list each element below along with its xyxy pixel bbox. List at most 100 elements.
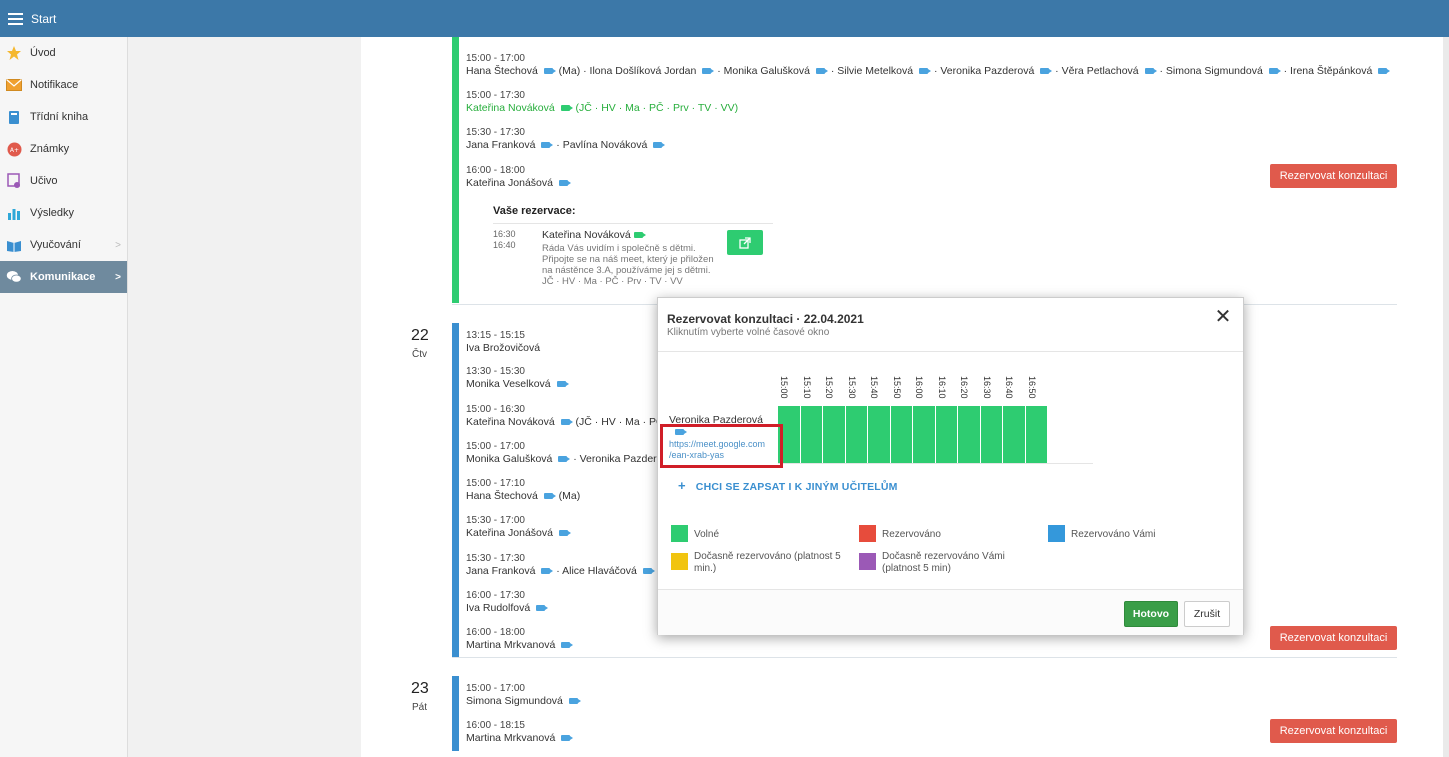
done-button[interactable]: Hotovo <box>1124 601 1178 627</box>
bar-chart-icon <box>6 205 22 221</box>
sidebar-item-uvod[interactable]: Úvod <box>0 37 127 69</box>
time-slot-cell[interactable] <box>958 406 981 463</box>
legend-free: Volné <box>671 525 719 542</box>
time-slot-cell[interactable] <box>980 406 1003 463</box>
swatch <box>671 525 688 542</box>
time-slot-cell[interactable] <box>1003 406 1026 463</box>
legend-temp-reserved-by-you: Dočasně rezervováno Vámi (platnost 5 min… <box>859 551 1032 575</box>
slot-teachers[interactable]: Kateřina Jonášová <box>466 527 571 539</box>
slot-teachers[interactable]: Simona Sigmundová <box>466 695 581 707</box>
dialog-footer: Hotovo Zrušit <box>658 589 1243 635</box>
highlight-box <box>660 424 783 468</box>
time-slot-cell[interactable] <box>800 406 823 463</box>
sidebar-item-vyucovani[interactable]: Vyučování > <box>0 229 127 261</box>
time-slot-label: 15:50 <box>891 376 902 399</box>
day-number: 22 <box>411 327 429 344</box>
slot-time: 16:00 - 18:00 <box>466 165 525 176</box>
slot: 16:00 - 18:15 Martina Mrkvanová <box>466 720 574 744</box>
video-camera-icon <box>543 68 556 75</box>
chevron-right-icon: > <box>115 239 121 251</box>
sidebar-item-label: Vyučování <box>30 239 81 251</box>
other-teachers-link[interactable]: + CHCI SE ZAPSAT I K JINÝM UČITELŮM <box>678 478 898 493</box>
time-slot-label: 16:10 <box>936 376 947 399</box>
video-camera-icon <box>543 493 556 500</box>
slot-teachers[interactable]: Kateřina Nováková (JČ · HV · Ma · PČ · P… <box>466 102 739 114</box>
video-camera-icon <box>558 456 571 463</box>
sidebar-item-tridni-kniha[interactable]: Třídní kniha <box>0 101 127 133</box>
reserve-consultation-button[interactable]: Rezervovat konzultaci <box>1270 626 1397 650</box>
dialog-title: Rezervovat konzultaci · 22.04.2021 <box>667 312 864 326</box>
time-slot-cell[interactable] <box>778 406 801 463</box>
video-camera-icon <box>675 429 687 435</box>
slot-teachers[interactable]: Monika Galušková · Veronika Pazder <box>466 453 657 465</box>
sidebar-item-vysledky[interactable]: Výsledky <box>0 197 127 229</box>
time-slot-cell[interactable] <box>845 406 868 463</box>
time-slot-cell[interactable] <box>890 406 913 463</box>
sidebar-item-ucivo[interactable]: Učivo <box>0 165 127 197</box>
slot: 15:00 - 16:30 Kateřina Nováková (JČ · HV … <box>466 404 664 428</box>
sidebar-item-label: Komunikace <box>30 271 96 283</box>
time-slot-cell[interactable] <box>935 406 958 463</box>
external-link-icon <box>739 236 751 249</box>
sidebar-item-label: Notifikace <box>30 79 79 91</box>
reserve-consultation-button[interactable]: Rezervovat konzultaci <box>1270 164 1397 188</box>
slot-teachers[interactable]: Monika Veselková <box>466 378 569 390</box>
slot-teachers[interactable]: Kateřina Nováková (JČ · HV · Ma · PČ <box>466 416 664 428</box>
slot-teachers[interactable]: Kateřina Jonášová <box>466 177 571 189</box>
slot: 13:30 - 15:30 Monika Veselková <box>466 366 569 390</box>
time-slot-cell[interactable] <box>1025 406 1048 463</box>
slot-teachers[interactable]: Hana Štechová (Ma) <box>466 490 581 502</box>
sidebar-item-znamky[interactable]: A+ Známky <box>0 133 127 165</box>
book-icon <box>6 109 22 125</box>
time-slot-cell[interactable] <box>868 406 891 463</box>
video-camera-icon <box>1144 68 1157 75</box>
swatch <box>859 525 876 542</box>
sidebar-item-komunikace[interactable]: Komunikace > <box>0 261 127 293</box>
menu-icon[interactable] <box>0 0 30 37</box>
slot-time: 16:00 - 18:00 <box>466 627 525 638</box>
video-camera-icon <box>1040 68 1053 75</box>
slot-time: 16:00 - 17:30 <box>466 590 525 601</box>
video-camera-icon <box>558 180 571 187</box>
time-slot-label: 15:40 <box>869 376 879 399</box>
time-slot-label: 16:30 <box>981 376 992 399</box>
top-bar: Start <box>0 0 1449 37</box>
sidebar-item-label: Úvod <box>30 47 56 59</box>
time-slot-cell[interactable] <box>823 406 846 463</box>
slot-teachers[interactable]: Jana Franková · Alice Hlaváčová <box>466 565 655 577</box>
close-icon[interactable]: ✕ <box>1214 306 1232 328</box>
reserve-consultation-button[interactable]: Rezervovat konzultaci <box>1270 719 1397 743</box>
open-meeting-button[interactable] <box>727 230 763 255</box>
day-number: 23 <box>411 680 429 697</box>
slot-teachers[interactable]: Martina Mrkvanová <box>466 732 574 744</box>
slot-time: 15:30 - 17:30 <box>466 553 525 564</box>
video-camera-icon <box>556 381 569 388</box>
slot: 16:00 - 18:00 Kateřina Jonášová <box>466 165 571 189</box>
slot-teachers[interactable]: Hana Štechová (Ma) · Ilona Došlíková Jor… <box>466 65 1391 77</box>
time-slot-cell[interactable] <box>913 406 936 463</box>
open-book-icon <box>6 237 22 253</box>
slot-time: 15:00 - 17:00 <box>466 683 525 694</box>
slot: 15:00 - 17:00 Monika Galušková · Veronika… <box>466 441 657 465</box>
cancel-button[interactable]: Zrušit <box>1184 601 1230 627</box>
slot-teachers[interactable]: Iva Brožovičová <box>466 342 541 354</box>
slot-teachers[interactable]: Martina Mrkvanová <box>466 639 574 651</box>
meet-link[interactable]: https://meet.google.com/ean-xrab-yas <box>669 439 766 460</box>
sidebar-item-notifikace[interactable]: Notifikace <box>0 69 127 101</box>
day-bar <box>452 37 459 303</box>
reservation-row: 16:30 16:40 Kateřina Nováková Ráda Vás uv… <box>493 223 773 287</box>
video-camera-icon <box>642 568 655 575</box>
scrollbar[interactable] <box>1443 37 1449 757</box>
slot: 15:30 - 17:00 Kateřina Jonášová <box>466 515 571 539</box>
slot-teachers[interactable]: Iva Rudolfová <box>466 602 549 614</box>
video-camera-icon <box>919 68 932 75</box>
legend-temp-reserved: Dočasně rezervováno (platnost 5 min.) <box>671 551 854 575</box>
day-bar <box>452 323 459 657</box>
slot-time: 16:00 - 18:15 <box>466 720 525 731</box>
slot-teachers[interactable]: Jana Franková · Pavlína Nováková <box>466 139 666 151</box>
slot: 15:30 - 17:30 Jana Franková · Pavlína No… <box>466 127 666 151</box>
slot-time: 15:00 - 17:00 <box>466 53 525 64</box>
day-divider <box>452 657 1397 658</box>
sidebar-item-label: Známky <box>30 143 70 155</box>
time-slot-label: 16:50 <box>1026 376 1037 399</box>
